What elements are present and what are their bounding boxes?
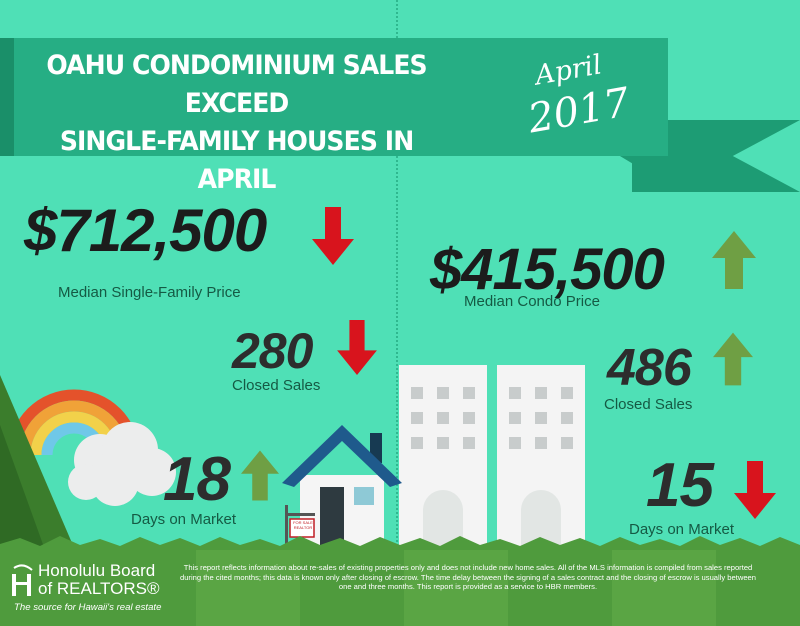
cloud-icon (68, 422, 176, 506)
single-family-days-on-market: 18 (163, 445, 231, 514)
title-line-2: SINGLE-FAMILY HOUSES IN APRIL (59, 126, 414, 195)
disclaimer-text: This report reflects information about r… (179, 563, 757, 591)
hbr-logo-name: Honolulu Board of REALTORS® (38, 561, 160, 598)
down-arrow-icon (734, 461, 776, 519)
center-divider (396, 0, 398, 550)
single-family-days-label: Days on Market (131, 511, 237, 528)
hbr-logo-tagline: The source for Hawaii's real estate (14, 602, 162, 613)
condo-building-icon (399, 365, 487, 550)
condo-closed-sales: 486 (607, 339, 692, 397)
up-arrow-icon (241, 450, 279, 501)
condo-closed-sales-label: Closed Sales (604, 396, 693, 413)
page-title: OAHU CONDOMINIUM SALES EXCEED SINGLE-FAM… (18, 47, 455, 199)
hbr-logo-icon (12, 564, 33, 596)
title-line-1: OAHU CONDOMINIUM SALES EXCEED (46, 50, 427, 119)
title-banner (0, 38, 668, 156)
single-family-closed-sales-label: Closed Sales (232, 377, 321, 394)
sign-text: FOR SALE REALTOR (293, 520, 313, 530)
up-arrow-icon (713, 332, 753, 386)
down-arrow-icon (337, 320, 377, 375)
condo-median-price: $415,500 (430, 237, 665, 302)
footer (0, 550, 800, 626)
up-arrow-icon (712, 231, 756, 289)
single-family-closed-sales: 280 (232, 323, 313, 379)
condo-price-label: Median Condo Price (464, 293, 600, 310)
single-family-price-label: Median Single-Family Price (58, 284, 241, 301)
condo-days-label: Days on Market (629, 521, 735, 538)
condo-days-on-market: 15 (646, 451, 714, 520)
condo-building-icon (497, 365, 585, 550)
banner-stripe (0, 38, 14, 156)
house-icon (282, 425, 402, 550)
single-family-median-price: $712,500 (24, 197, 267, 264)
grass-edge (0, 536, 800, 552)
down-arrow-icon (312, 207, 354, 265)
